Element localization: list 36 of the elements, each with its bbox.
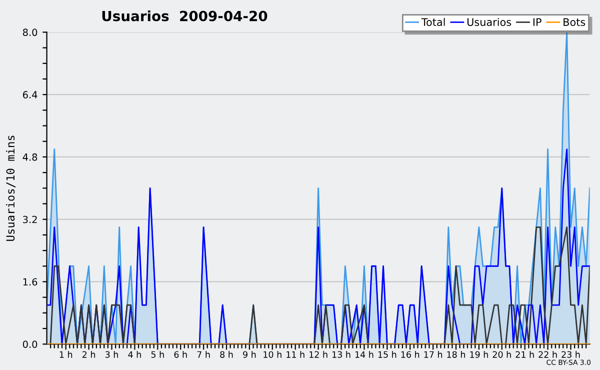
legend-label: Usuarios (467, 18, 512, 26)
x-tick-label: 6 h (174, 351, 187, 358)
legend-label: Total (421, 18, 445, 26)
x-tick-label: 21 h (516, 351, 534, 358)
x-tick-label: 18 h (447, 351, 465, 358)
x-tick-label: 20 h (492, 351, 511, 358)
x-tick-label: 2 h (82, 351, 96, 358)
x-tick-label: 4 h (128, 351, 141, 358)
y-axis-title: Usuarios/10 mins (6, 136, 16, 241)
legend-label: IP (533, 18, 542, 26)
x-tick-label: 14 h (355, 351, 374, 358)
chart-title: Usuarios 2009-04-20 (102, 10, 268, 22)
x-tick-label: 9 h (243, 351, 256, 358)
x-tick-label: 22 h (538, 351, 557, 358)
x-tick-label: 17 h (424, 351, 442, 358)
x-tick-label: 13 h (332, 351, 350, 358)
y-tick-label: 1.6 (23, 278, 38, 286)
legend-label: Bots (564, 18, 586, 26)
x-tick-label: 1 h (60, 351, 72, 358)
x-tick-label: 10 h (264, 351, 282, 358)
x-tick-label: 12 h (310, 351, 328, 358)
y-tick-label: 0.0 (22, 340, 38, 348)
y-tick-label: 3.2 (23, 216, 37, 224)
x-tick-label: 7 h (197, 351, 210, 358)
x-tick-label: 3 h (105, 351, 118, 358)
x-tick-label: 11 h (286, 351, 304, 358)
x-tick-label: 15 h (378, 351, 396, 358)
y-tick-label: 6.4 (22, 91, 38, 98)
x-tick-label: 23 h (562, 351, 580, 358)
y-tick-label: 8.0 (22, 28, 38, 36)
x-tick-label: 5 h (151, 351, 164, 358)
x-tick-label: 16 h (401, 351, 420, 358)
x-tick-label: 8 h (220, 351, 233, 358)
y-tick-label: 4.8 (22, 153, 38, 161)
line-series (50, 226, 590, 344)
x-tick-label: 19 h (470, 351, 488, 358)
